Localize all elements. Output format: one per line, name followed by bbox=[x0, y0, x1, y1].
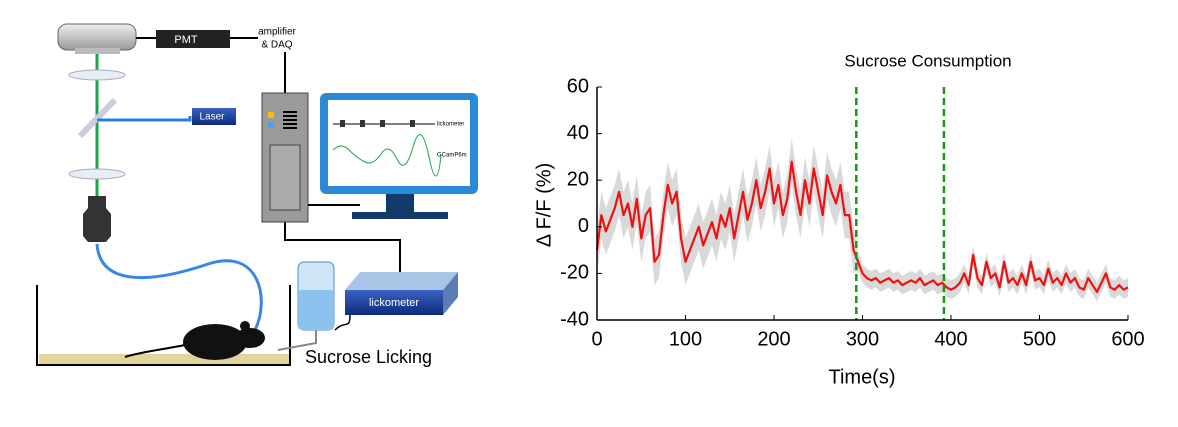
setup-diagram: PMT amplifier & DAQ Laser lickometer lic… bbox=[36, 23, 478, 367]
led bbox=[268, 122, 274, 128]
lens bbox=[68, 69, 126, 81]
lickometer-box bbox=[345, 290, 443, 315]
laser-box bbox=[192, 108, 236, 125]
y-tick-label: -20 bbox=[560, 262, 589, 284]
pmt-box bbox=[156, 30, 230, 48]
lickometer-side bbox=[443, 272, 458, 315]
x-tick-label: 500 bbox=[1023, 328, 1056, 350]
monitor-base bbox=[352, 212, 448, 219]
laser-label: Laser bbox=[199, 112, 225, 123]
x-tick-label: 400 bbox=[934, 328, 967, 350]
x-axis-label: Time(s) bbox=[828, 366, 895, 388]
vent bbox=[283, 111, 297, 129]
error-band bbox=[597, 138, 1128, 302]
y-tick-label: -40 bbox=[560, 308, 589, 330]
x-tick-label: 600 bbox=[1111, 328, 1144, 350]
bottle-water bbox=[298, 290, 334, 330]
chart-title: Sucrose Consumption bbox=[844, 51, 1011, 70]
licking-label: Sucrose Licking bbox=[305, 347, 432, 367]
tower-door bbox=[269, 144, 301, 211]
fiber bbox=[95, 243, 263, 331]
mouse-ear bbox=[240, 321, 250, 331]
mouse-head bbox=[235, 328, 265, 348]
dichroic bbox=[77, 97, 118, 139]
bedding bbox=[39, 354, 289, 364]
y-tick-label: 20 bbox=[567, 168, 589, 190]
y-tick-label: 0 bbox=[578, 215, 589, 237]
x-tick-label: 0 bbox=[591, 328, 602, 350]
y-axis-label: Δ F/F (%) bbox=[533, 163, 555, 247]
screen-signal bbox=[332, 134, 442, 177]
chart: Sucrose Consumption Time(s) Δ F/F (%) -4… bbox=[533, 51, 1144, 388]
amplifier-label: amplifier bbox=[258, 27, 296, 38]
led bbox=[268, 112, 274, 118]
scanhead bbox=[57, 23, 137, 51]
x-tick-label: 100 bbox=[669, 328, 702, 350]
mouse-tail bbox=[124, 344, 186, 358]
pmt-label: PMT bbox=[174, 34, 198, 46]
scanhead-base bbox=[75, 48, 120, 54]
y-tick-label: 40 bbox=[567, 122, 589, 144]
spout bbox=[277, 330, 317, 351]
daq-label: & DAQ bbox=[261, 40, 292, 51]
screen-lick-label: lickometer bbox=[437, 122, 464, 128]
cable bbox=[284, 222, 401, 272]
x-tick-label: 200 bbox=[757, 328, 790, 350]
lens bbox=[68, 168, 126, 180]
lickometer-label: lickometer bbox=[369, 297, 419, 309]
mouse-body bbox=[183, 324, 247, 360]
lickometer-top bbox=[345, 272, 458, 290]
screen-gcamp-label: GCamP6m bbox=[437, 153, 467, 159]
cage bbox=[36, 285, 291, 366]
wire bbox=[334, 314, 351, 331]
monitor-stand bbox=[386, 194, 414, 212]
objective bbox=[83, 196, 111, 242]
line bbox=[595, 160, 1129, 294]
screen bbox=[328, 100, 470, 186]
y-tick-label: 60 bbox=[567, 75, 589, 97]
laser-path bbox=[97, 116, 192, 122]
x-tick-label: 300 bbox=[846, 328, 879, 350]
